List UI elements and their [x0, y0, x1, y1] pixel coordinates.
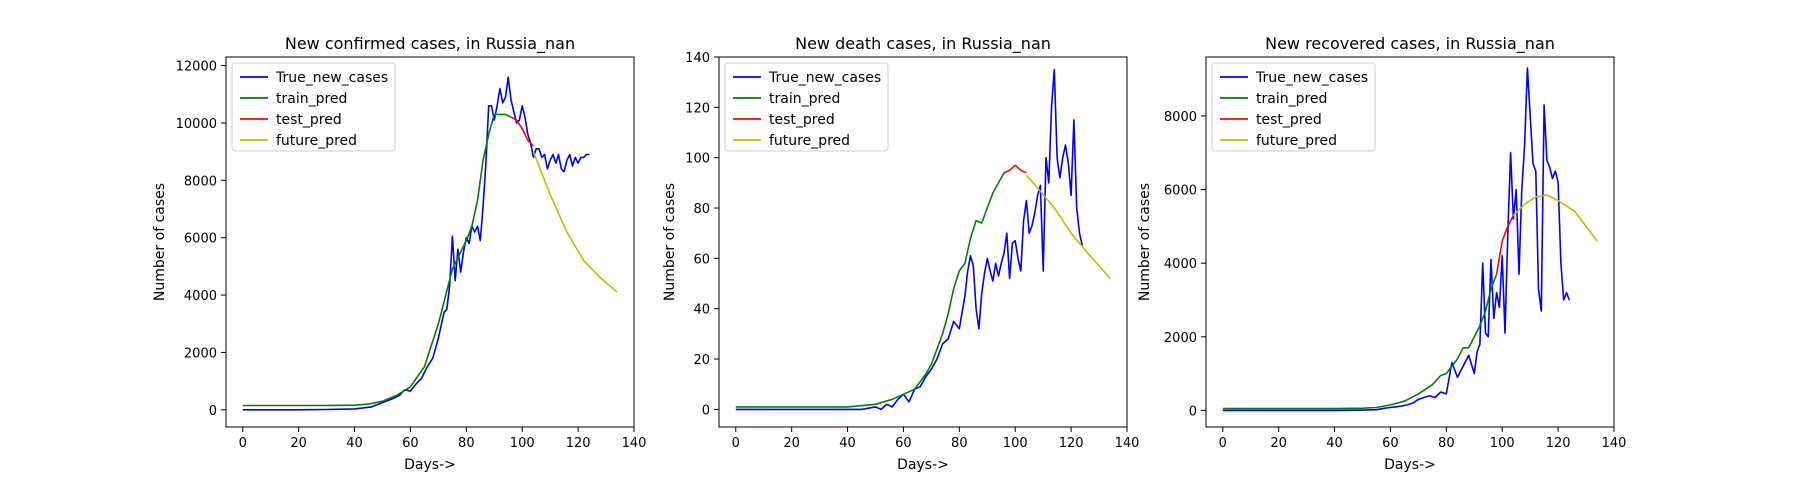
- series-line-train-pred: [735, 169, 1010, 408]
- x-axis-label: Days->: [897, 457, 949, 473]
- chart-panel-1: 0 20 40 60 80 100 120 140 0 2000 4000 6000 8000 10000…: [152, 34, 646, 473]
- axes-frame: [225, 56, 635, 428]
- y-tick-label: 0: [1189, 404, 1197, 419]
- chart-panel-3: 0 20 40 60 80 100 120 140 0 2000 4000 6000 8000 New r…: [1137, 34, 1626, 473]
- y-tick-label: 6000: [1164, 184, 1197, 199]
- y-tick-label: 4000: [184, 289, 217, 304]
- x-tick-label: 0: [1219, 436, 1227, 451]
- series-line-true-new-cases: [1222, 67, 1571, 412]
- legend-entry: test_pred: [276, 112, 342, 128]
- y-tick-label: 100: [685, 152, 710, 167]
- y-tick-label: 6000: [184, 232, 217, 247]
- x-tick-label: 120: [566, 436, 591, 451]
- series-line-true-new-cases: [242, 76, 590, 411]
- series-line-train-pred: [1222, 273, 1498, 410]
- y-tick-label: 0: [209, 404, 217, 419]
- x-tick-label: 20: [783, 436, 800, 451]
- y-tick-label: 8000: [184, 174, 217, 189]
- x-tick-label: 100: [1490, 436, 1515, 451]
- x-tick-label: 40: [346, 436, 363, 451]
- x-axis-label: Days->: [1384, 457, 1436, 473]
- legend-entry: train_pred: [1256, 91, 1327, 107]
- y-tick-label: 80: [693, 202, 710, 217]
- x-tick-label: 120: [1546, 436, 1571, 451]
- x-tick-label: 80: [1438, 436, 1455, 451]
- x-axis-label: Days->: [404, 457, 456, 473]
- x-tick-label: 140: [1115, 436, 1140, 451]
- legend-box: [231, 62, 396, 152]
- y-tick-label: 2000: [1164, 331, 1197, 346]
- axes-frame: [718, 56, 1128, 428]
- y-tick-label: 2000: [184, 346, 217, 361]
- x-tick-label: 60: [895, 436, 912, 451]
- series-line-test-pred: [1003, 164, 1027, 174]
- legend-entry: future_pred: [1256, 133, 1337, 149]
- y-tick-label: 10000: [176, 117, 217, 132]
- y-axis-label: Number of cases: [1137, 183, 1153, 301]
- y-tick-label: 8000: [1164, 110, 1197, 125]
- chart-panel-2: 0 20 40 60 80 100 120 140 0 20 40 60 80 100 120 140 New …: [662, 34, 1139, 473]
- x-tick-label: 80: [458, 436, 475, 451]
- legend-entry: future_pred: [276, 133, 357, 149]
- x-tick-label: 40: [1326, 436, 1343, 451]
- chart-title: New death cases, in Russia_nan: [795, 34, 1051, 54]
- legend-entry: test_pred: [1256, 112, 1322, 128]
- legend-entry: True_new_cases: [1255, 70, 1368, 86]
- x-tick-label: 80: [951, 436, 968, 451]
- legend-box: [724, 62, 889, 152]
- series-line-future-pred: [1512, 194, 1598, 242]
- y-tick-label: 0: [702, 403, 710, 418]
- legend-entry: train_pred: [276, 91, 347, 107]
- axes-frame: [1205, 56, 1615, 428]
- x-tick-label: 40: [839, 436, 856, 451]
- x-tick-label: 0: [732, 436, 740, 451]
- series-line-test-pred: [510, 116, 534, 147]
- legend-entry: future_pred: [769, 133, 850, 149]
- y-tick-label: 12000: [176, 60, 217, 75]
- x-tick-label: 140: [622, 436, 647, 451]
- legend-entry: True_new_cases: [275, 70, 388, 86]
- legend-entry: train_pred: [769, 91, 840, 107]
- chart-title: New confirmed cases, in Russia_nan: [285, 34, 575, 54]
- x-tick-label: 20: [1270, 436, 1287, 451]
- series-line-future-pred: [1025, 174, 1111, 280]
- y-tick-label: 40: [693, 303, 710, 318]
- x-tick-label: 120: [1059, 436, 1084, 451]
- x-tick-label: 100: [1003, 436, 1028, 451]
- x-tick-label: 20: [290, 436, 307, 451]
- y-tick-label: 120: [685, 101, 710, 116]
- chart-title: New recovered cases, in Russia_nan: [1265, 34, 1555, 54]
- y-tick-label: 4000: [1164, 257, 1197, 272]
- series-line-test-pred: [1495, 214, 1515, 275]
- legend-box: [1211, 62, 1376, 152]
- legend-entry: test_pred: [769, 112, 835, 128]
- x-tick-label: 100: [510, 436, 535, 451]
- x-tick-label: 140: [1602, 436, 1627, 451]
- legend-entry: True_new_cases: [768, 70, 881, 86]
- y-tick-label: 140: [685, 51, 710, 66]
- x-tick-label: 60: [402, 436, 419, 451]
- x-tick-label: 60: [1382, 436, 1399, 451]
- y-axis-label: Number of cases: [152, 183, 168, 301]
- series-line-train-pred: [242, 113, 512, 407]
- y-tick-label: 20: [693, 353, 710, 368]
- y-tick-label: 60: [693, 252, 710, 267]
- y-axis-label: Number of cases: [662, 183, 678, 301]
- x-tick-label: 0: [239, 436, 247, 451]
- series-line-future-pred: [532, 151, 618, 293]
